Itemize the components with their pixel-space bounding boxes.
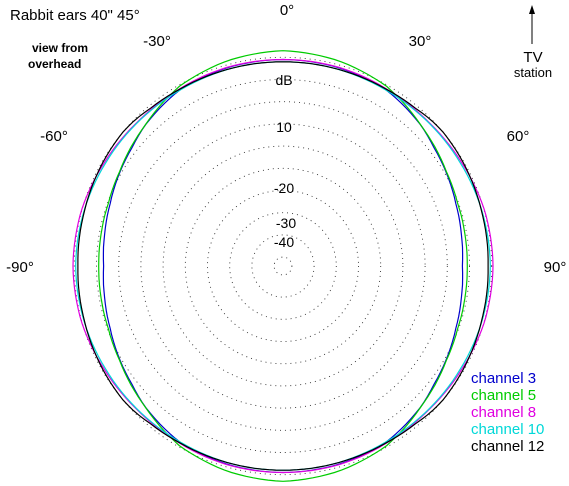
legend-entry-channel-8: channel 8	[471, 404, 536, 421]
grid-ring-6	[140, 123, 426, 409]
direction-label-tv: TV	[523, 49, 542, 66]
legend-entry-channel-12: channel 12	[471, 438, 544, 455]
angle-labels: 0° 30° 60° 90° -30° -60° -90°	[6, 2, 566, 276]
grid-ring-4	[184, 167, 382, 365]
radial-tick-labels: dB 10 -20 -30 -40	[274, 72, 296, 250]
direction-label-station: station	[514, 65, 552, 80]
series-curve-channel-8	[72, 58, 494, 474]
legend-entry-channel-5: channel 5	[471, 387, 536, 404]
legend-entry-channel-3: channel 3	[471, 370, 536, 387]
legend-entry-channel-10: channel 10	[471, 421, 544, 438]
grid-ring-1	[251, 234, 315, 298]
grid-ring-2	[229, 212, 337, 320]
series-curve-channel-12	[77, 61, 489, 471]
r-unit-label: dB	[275, 72, 292, 88]
angle-label-neg90: -90°	[6, 259, 34, 276]
angle-label-30: 30°	[409, 33, 432, 50]
polar-grid	[73, 56, 493, 476]
series-curve-channel-5	[98, 50, 468, 482]
arrow-head-icon	[529, 5, 535, 14]
angle-label-neg60: -60°	[40, 128, 68, 145]
legend: channel 3 channel 5 channel 8 channel 10…	[471, 370, 544, 455]
r-tick-label-10: 10	[276, 119, 292, 135]
angle-label-0: 0°	[280, 2, 294, 19]
grid-ring-3	[207, 190, 359, 342]
angle-label-neg30: -30°	[143, 33, 171, 50]
grid-ring-8	[96, 79, 470, 453]
chart-title: Rabbit ears 40" 45°	[10, 7, 140, 24]
angle-label-60: 60°	[507, 128, 530, 145]
grid-ring-0	[273, 256, 293, 276]
grid-ring-7	[118, 101, 448, 431]
chart-subtitle-line2: overhead	[28, 57, 81, 71]
angle-label-90: 90°	[544, 259, 567, 276]
direction-indicator: TV station	[514, 5, 552, 80]
r-tick-label-20: -20	[274, 180, 294, 196]
pattern-curves	[72, 50, 494, 482]
grid-ring-9	[73, 56, 493, 476]
chart-subtitle-line1: view from	[32, 41, 88, 55]
r-tick-label-40: -40	[274, 234, 294, 250]
r-tick-label-30: -30	[276, 215, 296, 231]
